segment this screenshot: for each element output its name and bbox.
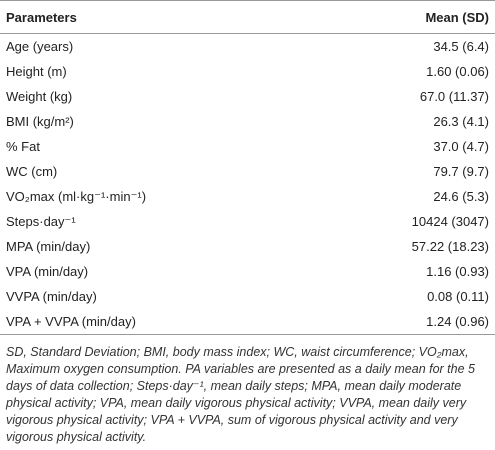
header-row: Parameters Mean (SD)	[0, 0, 495, 34]
table-body: Age (years) 34.5 (6.4) Height (m) 1.60 (0.0…	[0, 34, 495, 335]
table-row: % Fat 37.0 (4.7)	[0, 134, 495, 159]
header-cell: Parameters	[0, 0, 312, 34]
table-row: VPA + VVPA (min/day) 1.24 (0.96)	[0, 309, 495, 335]
parameter-cell: Steps·day⁻¹	[6, 213, 76, 229]
value-cell: 57.22 (18.23)	[411, 239, 489, 254]
table-row: VO₂max (ml·kg⁻¹·min⁻¹) 24.6 (5.3)	[0, 184, 495, 209]
value-cell: 1.24 (0.96)	[311, 309, 495, 335]
table-row: VVPA (min/day) 0.08 (0.11)	[0, 284, 495, 309]
value-cell: 37.0 (4.7)	[433, 139, 489, 154]
value-cell: 34.5 (6.4)	[433, 39, 489, 54]
parameter-cell: VPA + VVPA (min/day)	[0, 309, 312, 335]
table-row: VPA (min/day) 1.16 (0.93)	[0, 259, 495, 284]
value-cell: 24.6 (5.3)	[433, 189, 489, 204]
value-cell: 10424 (3047)	[411, 214, 489, 229]
table-row: MPA (min/day) 57.22 (18.23)	[0, 234, 495, 259]
value-cell: 0.08 (0.11)	[427, 289, 489, 304]
value-cell: 1.60 (0.06)	[426, 64, 489, 79]
value-cell: 67.0 (11.37)	[419, 89, 489, 104]
table-row: BMI (kg/m²) 26.3 (4.1)	[0, 109, 495, 134]
header-cell: Mean (SD)	[311, 0, 495, 34]
parameter-cell: Weight (kg)	[6, 89, 73, 104]
value-cell: 1.16 (0.93)	[426, 264, 489, 279]
value-cell: 79.7 (9.7)	[433, 164, 489, 179]
parameter-cell: % Fat	[6, 139, 40, 154]
parameter-cell: VO₂max (ml·kg⁻¹·min⁻¹)	[6, 188, 147, 204]
data-table: Parameters Mean (SD) Age (years) 34.5 (6.…	[0, 0, 495, 335]
parameter-cell: VPA (min/day)	[6, 264, 89, 279]
parameter-cell: MPA (min/day)	[6, 239, 91, 254]
value-cell: 26.3 (4.1)	[433, 114, 489, 129]
footnote: SD, Standard Deviation; BMI, body mass i…	[6, 345, 475, 444]
table-row: Age (years) 34.5 (6.4)	[0, 34, 495, 60]
parameter-cell: WC (cm)	[6, 164, 58, 179]
table-row: WC (cm) 79.7 (9.7)	[0, 159, 495, 184]
parameter-cell: VVPA (min/day)	[6, 289, 97, 304]
parameter-cell: BMI (kg/m²)	[6, 114, 74, 129]
parameter-cell: Age (years)	[6, 39, 74, 54]
table-row: Steps·day⁻¹ 10424 (3047)	[0, 209, 495, 234]
parameter-cell: Height (m)	[6, 64, 67, 79]
table-row: Weight (kg) 67.0 (11.37)	[0, 84, 495, 109]
table-row: Height (m) 1.60 (0.06)	[0, 59, 495, 84]
